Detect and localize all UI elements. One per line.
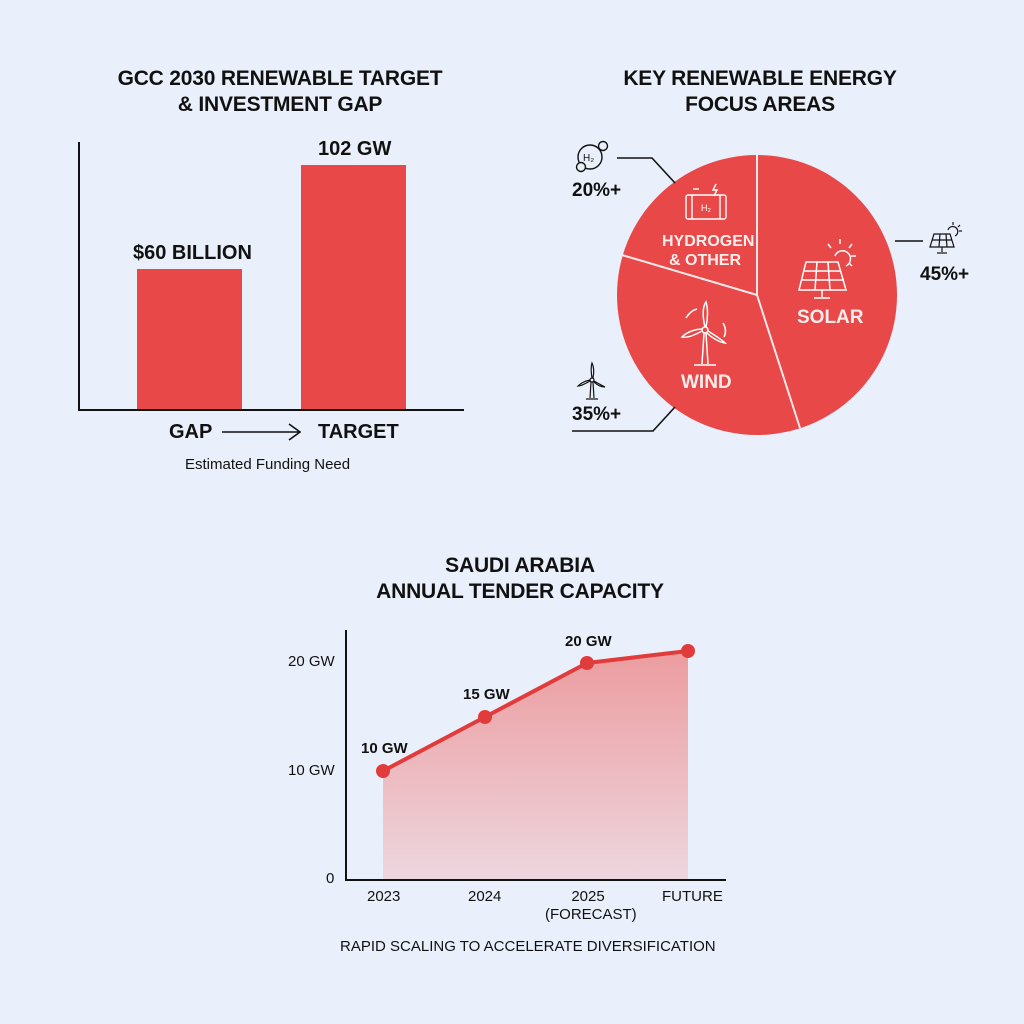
data-point-2023 (376, 764, 390, 778)
hydrogen-tank-icon: H₂ (685, 183, 727, 220)
x-label-gap: GAP (169, 421, 213, 443)
point-label-2024: 15 GW (463, 686, 510, 703)
line-chart-series-line (382, 649, 689, 773)
wind-callout-icon (576, 361, 606, 400)
line-chart-title-line1: SAUDI ARABIA (445, 554, 595, 577)
pie-label-hydrogen-line1: HYDROGEN (662, 233, 755, 250)
data-point-future (681, 644, 695, 658)
solar-callout-icon (929, 222, 962, 254)
pie-chart-title: KEY RENEWABLE ENERGY FOCUS AREAS (560, 66, 960, 118)
pie-label-wind: WIND (681, 372, 732, 393)
bar-target (301, 165, 406, 409)
line-chart-caption: RAPID SCALING TO ACCELERATE DIVERSIFICAT… (340, 938, 716, 955)
x-tick-2024: 2024 (468, 888, 502, 905)
svg-text:H₂: H₂ (701, 203, 711, 213)
x-tick-2023: 2023 (367, 888, 401, 905)
pie-chart-title-line2: FOCUS AREAS (685, 93, 835, 116)
y-tick-0: 0 (326, 870, 335, 887)
pie-chart-title-line1: KEY RENEWABLE ENERGY (623, 67, 897, 90)
point-label-2023: 10 GW (361, 740, 408, 757)
x-label-target: TARGET (318, 421, 399, 443)
long-right-arrow-icon (222, 423, 302, 441)
y-tick-20gw: 20 GW (288, 653, 335, 670)
bar-target-value-label: 102 GW (318, 138, 392, 160)
pie-divider-left (621, 254, 758, 296)
wind-turbine-icon (680, 300, 728, 366)
svg-text:H₂: H₂ (583, 153, 594, 164)
bar-chart-title-line1: GCC 2030 RENEWABLE TARGET (117, 67, 443, 90)
leader-line-wind (572, 406, 676, 432)
x-tick-2025-year: 2025 (571, 888, 605, 905)
data-point-2024 (478, 710, 492, 724)
line-chart-title: SAUDI ARABIA ANNUAL TENDER CAPACITY (300, 553, 740, 605)
pie-divider-bottom (756, 294, 801, 429)
x-tick-2025: 2025 (FORECAST) (545, 888, 637, 924)
hydrogen-molecule-icon: H₂ (575, 140, 609, 173)
x-tick-future: FUTURE (662, 888, 723, 905)
bar-chart-title-line2: & INVESTMENT GAP (177, 93, 383, 116)
x-tick-2025-forecast: (FORECAST) (545, 906, 637, 923)
pie-label-hydrogen: HYDROGEN & OTHER (662, 232, 755, 270)
bar-chart-title: GCC 2030 RENEWABLE TARGET & INVESTMENT G… (60, 66, 500, 118)
pie-pct-hydrogen: 20%+ (572, 180, 622, 201)
pie-label-solar: SOLAR (797, 307, 864, 328)
pie-label-hydrogen-line2: & OTHER (669, 252, 741, 269)
bar-gap (137, 269, 242, 409)
pie-pct-solar: 45%+ (920, 264, 970, 285)
point-label-2025: 20 GW (565, 633, 612, 650)
data-point-2025 (580, 656, 594, 670)
bar-chart-caption: Estimated Funding Need (185, 456, 351, 473)
line-chart-title-line2: ANNUAL TENDER CAPACITY (376, 580, 664, 603)
pie-pct-wind: 35%+ (572, 404, 622, 425)
y-tick-10gw: 10 GW (288, 762, 335, 779)
leader-line-hydrogen (617, 157, 676, 184)
solar-panel-icon (798, 239, 856, 299)
line-chart-area-fill (383, 651, 688, 879)
bar-gap-value-label: $60 BILLION (133, 242, 252, 264)
